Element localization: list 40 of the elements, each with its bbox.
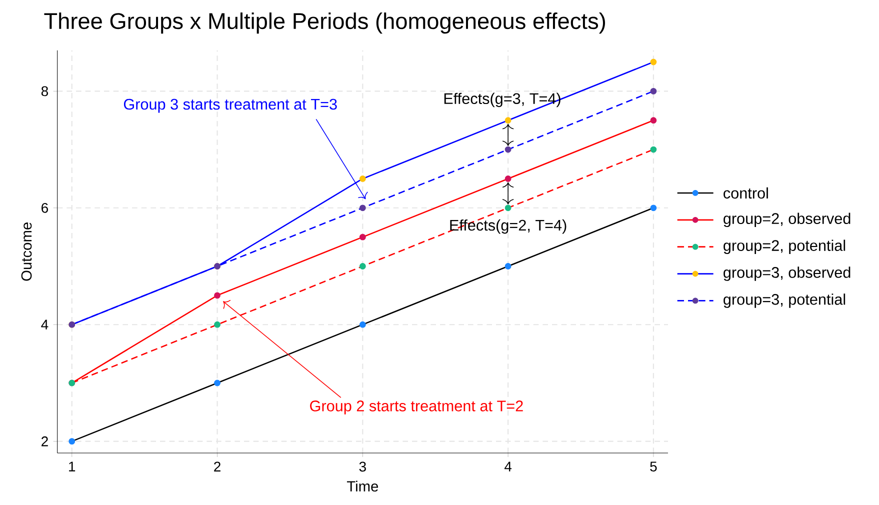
y-tick-label: 6 (42, 202, 48, 213)
point (214, 380, 220, 386)
point (504, 176, 512, 182)
chart-title: Three Groups x Multiple Periods (homogeneous effects) (44, 12, 605, 34)
y-tick-label: 4 (41, 320, 48, 330)
y-tick-label: 2 (42, 436, 48, 446)
annotation: Group 2 starts treatment at T=2 (310, 400, 523, 414)
point (504, 117, 512, 124)
point (650, 88, 657, 94)
x-tick-label: 4 (504, 462, 512, 472)
point (68, 438, 76, 445)
point (214, 321, 220, 328)
annotation: Effects(g=2, T=4) (450, 219, 566, 234)
point (359, 204, 366, 212)
point (359, 176, 366, 182)
annotation: Effects(g=3, T=4) (444, 92, 560, 108)
point (359, 234, 366, 240)
point (359, 321, 366, 328)
point (650, 58, 657, 66)
point (359, 263, 366, 270)
legend-label: group=3, potential (724, 294, 846, 308)
legend-label: control (724, 187, 768, 199)
point (650, 204, 657, 212)
point (504, 263, 512, 270)
point (650, 117, 657, 124)
annotation: Group 3 starts treatment at T=3 (124, 98, 337, 113)
x-tick-label: 2 (214, 462, 220, 472)
y-tick-label: 8 (41, 86, 48, 96)
legend-label: group=2, potential (724, 240, 846, 254)
y-axis-title: Outcome (21, 222, 32, 281)
x-tick-label: 3 (359, 462, 366, 472)
point (650, 146, 657, 153)
x-tick-label: 5 (650, 462, 657, 472)
legend-label: group=2, observed (724, 212, 850, 228)
legend-label: group=3, observed (724, 266, 850, 281)
point (504, 204, 512, 212)
point (504, 146, 512, 153)
point (214, 292, 220, 299)
x-axis-title: Time (346, 480, 378, 492)
x-tick-label: 1 (69, 462, 76, 472)
